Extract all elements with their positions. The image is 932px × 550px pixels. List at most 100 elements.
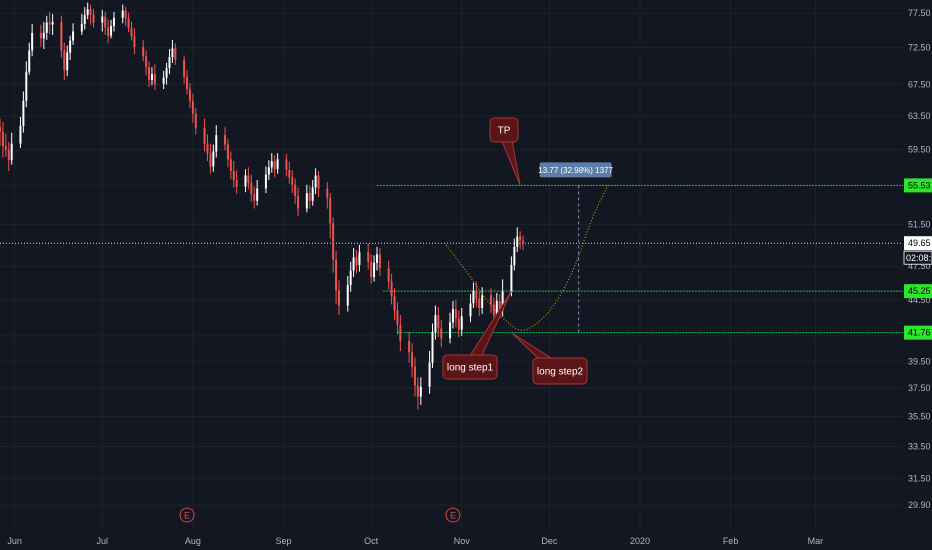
candle-body[interactable]	[45, 22, 48, 33]
candle-body[interactable]	[104, 16, 107, 28]
candle-body[interactable]	[121, 10, 124, 18]
candle-body[interactable]	[285, 159, 288, 171]
candle-body[interactable]	[165, 67, 168, 78]
candle-body[interactable]	[153, 73, 156, 84]
candle-body[interactable]	[510, 264, 513, 292]
candle-body[interactable]	[203, 127, 206, 144]
candle-body[interactable]	[253, 194, 256, 201]
candle-body[interactable]	[378, 254, 381, 269]
candle-body[interactable]	[7, 149, 10, 161]
candle-body[interactable]	[308, 193, 311, 201]
candle-body[interactable]	[370, 261, 373, 278]
candle-body[interactable]	[297, 196, 300, 209]
candle-body[interactable]	[305, 193, 308, 209]
candle-body[interactable]	[150, 73, 153, 80]
candle-body[interactable]	[42, 32, 45, 39]
candle-body[interactable]	[501, 291, 504, 311]
candle-body[interactable]	[358, 252, 361, 265]
earnings-marker[interactable]	[179, 507, 195, 523]
candle-body[interactable]	[107, 27, 110, 36]
candle-body[interactable]	[498, 300, 501, 311]
candle-body[interactable]	[162, 77, 165, 84]
candle-body[interactable]	[80, 23, 83, 32]
candle-body[interactable]	[69, 40, 72, 53]
candle-body[interactable]	[183, 59, 186, 77]
candle-body[interactable]	[127, 18, 130, 29]
candle-body[interactable]	[451, 309, 454, 323]
current-price-tag[interactable]	[904, 236, 932, 251]
candle-body[interactable]	[475, 290, 478, 299]
measure-tool[interactable]: 13.77 (32.98%) 1377	[538, 162, 614, 333]
candle-body[interactable]	[188, 89, 191, 101]
measure-label-box[interactable]	[539, 162, 612, 178]
candle-body[interactable]	[10, 143, 13, 161]
candle-body[interactable]	[276, 159, 279, 170]
candle-body[interactable]	[25, 71, 28, 101]
candle-body[interactable]	[63, 50, 66, 71]
candle-body[interactable]	[19, 125, 22, 144]
candle-body[interactable]	[428, 362, 431, 387]
candle-body[interactable]	[516, 236, 519, 247]
candle-body[interactable]	[86, 9, 89, 16]
candle-body[interactable]	[194, 113, 197, 128]
candles[interactable]	[0, 2, 525, 410]
candle-body[interactable]	[513, 246, 516, 265]
candle-body[interactable]	[469, 303, 472, 317]
candle-body[interactable]	[39, 32, 42, 39]
candle-body[interactable]	[92, 14, 95, 23]
candle-body[interactable]	[101, 16, 104, 23]
candle-body[interactable]	[314, 175, 317, 188]
candle-body[interactable]	[393, 296, 396, 311]
candle-body[interactable]	[431, 332, 434, 363]
candle-body[interactable]	[130, 28, 133, 37]
candle-body[interactable]	[434, 315, 437, 333]
candle-body[interactable]	[229, 159, 232, 171]
y-axis[interactable]: 77.5072.5067.5063.5059.5055.5051.5047.50…	[903, 0, 932, 530]
candle-body[interactable]	[492, 304, 495, 316]
candle-body[interactable]	[291, 177, 294, 185]
candle-body[interactable]	[413, 366, 416, 386]
candle-body[interactable]	[124, 10, 127, 19]
candle-body[interactable]	[145, 56, 148, 68]
candle-body[interactable]	[273, 161, 276, 170]
candle-body[interactable]	[267, 167, 270, 175]
candle-body[interactable]	[329, 197, 332, 224]
level-tag[interactable]	[904, 284, 932, 299]
candle-body[interactable]	[481, 295, 484, 308]
candle-body[interactable]	[133, 36, 136, 47]
candle-body[interactable]	[0, 126, 1, 132]
candle-body[interactable]	[522, 240, 525, 244]
candle-body[interactable]	[112, 17, 115, 26]
candle-body[interactable]	[232, 170, 235, 181]
candle-body[interactable]	[373, 262, 376, 278]
candle-body[interactable]	[83, 15, 86, 24]
candle-body[interactable]	[4, 146, 7, 150]
candle-body[interactable]	[346, 284, 349, 306]
candle-body[interactable]	[489, 295, 492, 305]
candle-body[interactable]	[454, 309, 457, 319]
candle-body[interactable]	[48, 22, 51, 25]
callouts[interactable]: TP long step1 long step2	[442, 117, 588, 385]
candle-body[interactable]	[416, 385, 419, 397]
candle-body[interactable]	[215, 135, 218, 152]
candle-body[interactable]	[375, 254, 378, 263]
candle-body[interactable]	[457, 318, 460, 330]
candle-body[interactable]	[51, 21, 54, 25]
candle-body[interactable]	[264, 174, 267, 189]
candle-body[interactable]	[224, 135, 227, 145]
candle-body[interactable]	[235, 180, 238, 187]
candle-body[interactable]	[89, 9, 92, 15]
x-axis[interactable]: Jun Jul Aug Sep Oct Nov Dec 2020 Feb Mar	[0, 530, 932, 550]
level-tag[interactable]	[904, 325, 932, 340]
candle-body[interactable]	[171, 48, 174, 57]
candle-body[interactable]	[142, 46, 145, 57]
candle-body[interactable]	[495, 300, 498, 316]
candle-body[interactable]	[440, 328, 443, 339]
candle-body[interactable]	[226, 144, 229, 160]
candle-body[interactable]	[396, 310, 399, 325]
candle-body[interactable]	[1, 131, 4, 147]
candle-body[interactable]	[411, 352, 414, 367]
candle-body[interactable]	[399, 324, 402, 341]
